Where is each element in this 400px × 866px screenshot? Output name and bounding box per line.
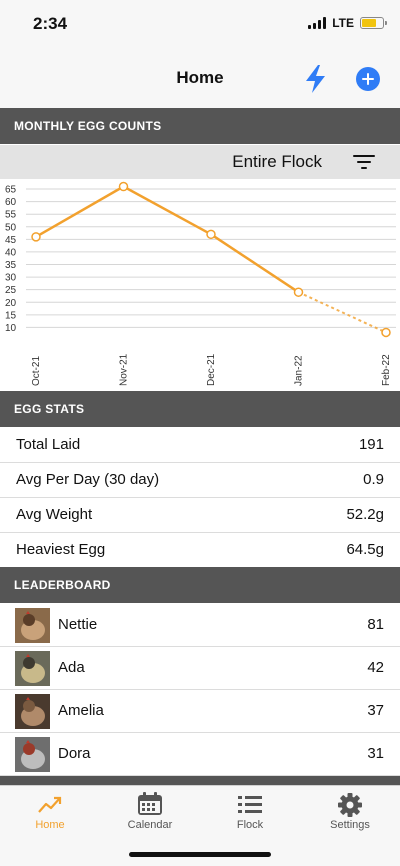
projected-line bbox=[298, 291, 387, 334]
y-tick-label: 40 bbox=[5, 247, 17, 258]
y-tick-label: 25 bbox=[5, 285, 17, 296]
leaderboard-row[interactable]: Nettie 81 bbox=[0, 604, 400, 647]
page-title: Home bbox=[176, 68, 224, 87]
calendar-icon bbox=[138, 792, 162, 815]
y-tick-label: 20 bbox=[5, 298, 17, 309]
stat-value: 0.9 bbox=[363, 471, 384, 488]
stat-row: Total Laid 191 bbox=[0, 428, 400, 463]
home-indicator bbox=[129, 852, 271, 857]
tab-label: Calendar bbox=[127, 819, 173, 831]
tab-settings[interactable]: Settings bbox=[300, 786, 400, 842]
hen-name: Nettie bbox=[58, 616, 98, 633]
y-tick-label: 65 bbox=[5, 185, 17, 196]
tab-calendar[interactable]: Calendar bbox=[100, 786, 200, 842]
filter-label: Entire Flock bbox=[232, 152, 322, 171]
hen-avatar bbox=[15, 608, 50, 643]
x-tick-label: Jan-22 bbox=[294, 355, 305, 386]
y-tick-label: 35 bbox=[5, 260, 17, 271]
data-point bbox=[31, 232, 41, 242]
hen-name: Amelia bbox=[58, 702, 104, 719]
flock-filter[interactable]: Entire Flock bbox=[0, 145, 400, 179]
x-tick-label: Feb-22 bbox=[381, 354, 392, 386]
filter-lines-icon[interactable] bbox=[353, 155, 375, 169]
hen-name: Dora bbox=[58, 745, 91, 762]
stat-label: Avg Per Day (30 day) bbox=[16, 471, 160, 488]
leaderboard-row[interactable]: Ada 42 bbox=[0, 647, 400, 690]
stat-label: Avg Weight bbox=[16, 506, 93, 523]
data-point bbox=[381, 327, 391, 338]
y-tick-label: 50 bbox=[5, 222, 17, 233]
series-line bbox=[35, 185, 300, 294]
bolt-icon[interactable] bbox=[303, 64, 329, 94]
x-tick-label: Nov-21 bbox=[119, 353, 130, 386]
hen-egg-count: 81 bbox=[367, 616, 384, 633]
y-tick-label: 60 bbox=[5, 197, 17, 208]
list-icon bbox=[238, 796, 262, 813]
data-point bbox=[206, 229, 216, 240]
stat-value: 64.5g bbox=[346, 541, 384, 558]
x-tick-label: Oct-21 bbox=[31, 356, 42, 386]
stat-row: Avg Weight 52.2g bbox=[0, 498, 400, 533]
stat-row: Avg Per Day (30 day) 0.9 bbox=[0, 463, 400, 498]
data-point bbox=[118, 181, 129, 192]
hen-avatar bbox=[15, 737, 50, 772]
tab-label: Settings bbox=[330, 819, 370, 831]
y-tick-label: 10 bbox=[5, 323, 17, 334]
y-tick-label: 15 bbox=[5, 310, 17, 321]
y-tick-label: 30 bbox=[5, 273, 17, 284]
stat-label: Total Laid bbox=[16, 436, 81, 453]
leaderboard-row[interactable]: Dora 31 bbox=[0, 733, 400, 776]
status-time: 2:34 bbox=[33, 14, 68, 33]
signal-icon bbox=[308, 17, 327, 29]
y-tick-label: 55 bbox=[5, 210, 17, 221]
tab-flock[interactable]: Flock bbox=[200, 786, 300, 842]
section-header-leaderboard: LEADERBOARD bbox=[0, 567, 400, 603]
tab-label: Home bbox=[35, 819, 65, 831]
nav-bar: Home bbox=[0, 48, 400, 108]
leaderboard-row[interactable]: Amelia 37 bbox=[0, 690, 400, 733]
add-button[interactable] bbox=[356, 67, 380, 91]
hen-egg-count: 31 bbox=[367, 745, 384, 762]
hen-name: Ada bbox=[58, 659, 85, 676]
hen-avatar bbox=[15, 651, 50, 686]
status-bar: 2:34 LTE bbox=[0, 0, 400, 48]
battery-icon bbox=[360, 17, 387, 29]
trend-chart-icon bbox=[38, 796, 62, 813]
network-label: LTE bbox=[332, 16, 354, 30]
gear-icon bbox=[338, 793, 362, 817]
data-point bbox=[293, 287, 304, 297]
stat-value: 52.2g bbox=[346, 506, 384, 523]
hen-avatar bbox=[15, 694, 50, 729]
stat-value: 191 bbox=[358, 436, 384, 453]
status-indicators: LTE bbox=[308, 16, 387, 30]
stat-label: Heaviest Egg bbox=[16, 541, 106, 558]
hen-egg-count: 42 bbox=[367, 659, 384, 676]
section-divider bbox=[0, 776, 400, 785]
y-tick-label: 45 bbox=[5, 235, 17, 246]
section-header-monthly: MONTHLY EGG COUNTS bbox=[0, 108, 400, 144]
tab-home[interactable]: Home bbox=[0, 786, 100, 842]
hen-egg-count: 37 bbox=[367, 702, 384, 719]
stat-row: Heaviest Egg 64.5g bbox=[0, 533, 400, 568]
x-tick-label: Dec-21 bbox=[206, 353, 217, 386]
section-header-stats: EGG STATS bbox=[0, 391, 400, 427]
tab-label: Flock bbox=[236, 819, 264, 831]
